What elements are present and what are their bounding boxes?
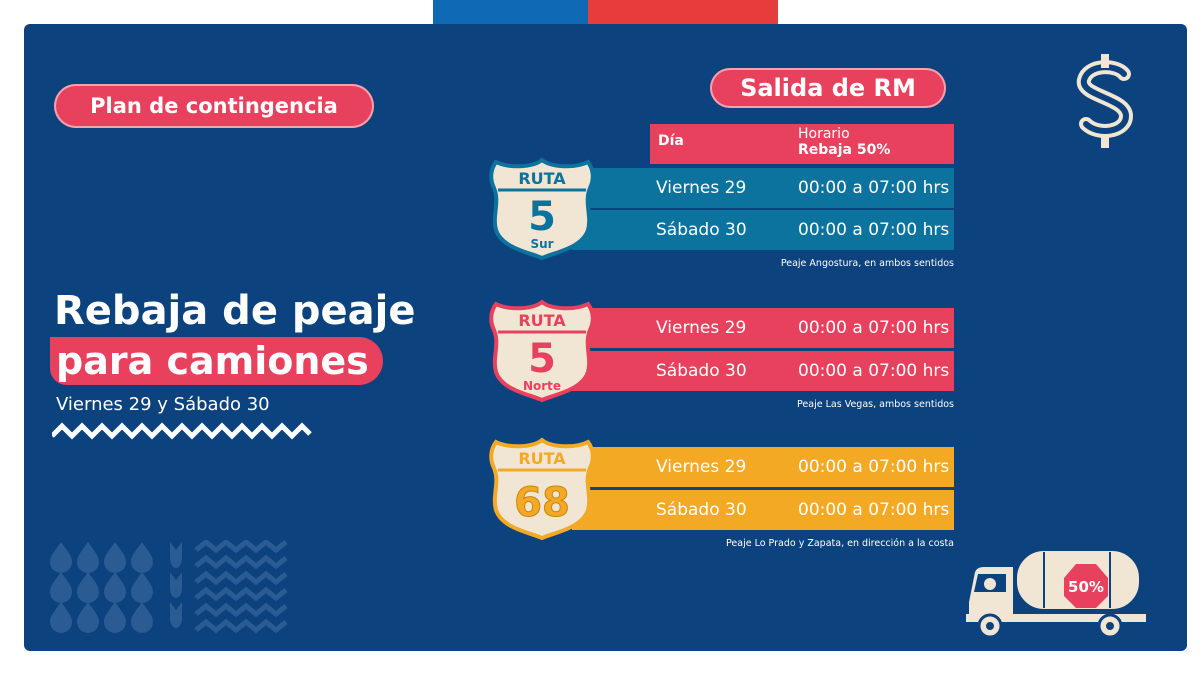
column-hours-title: Horario	[798, 126, 850, 142]
route-5-sur-row-2: Sábado 30 00:00 a 07:00 hrs	[572, 210, 954, 250]
zigzag-divider	[52, 422, 312, 440]
row-time: 00:00 a 07:00 hrs	[798, 457, 950, 477]
schedule-table-header: Día Horario Rebaja 50%	[650, 124, 954, 164]
shield-top-text: RUTA	[518, 311, 566, 330]
dollar-sign-icon	[1077, 54, 1134, 148]
shield-number: 5	[528, 336, 556, 382]
decorative-pattern	[50, 540, 288, 634]
row-day: Viernes 29	[656, 178, 747, 198]
route-5-norte-row-1: Viernes 29 00:00 a 07:00 hrs	[572, 308, 954, 348]
flag-stripe-red	[588, 0, 778, 24]
route-5-sur-row-1: Viernes 29 00:00 a 07:00 hrs	[572, 168, 954, 208]
tanker-truck-icon: 50%	[966, 549, 1146, 638]
route-5-sur-shield: RUTA 5 Sur	[489, 157, 595, 261]
headline-line2: para camiones	[50, 337, 383, 385]
row-time: 00:00 a 07:00 hrs	[798, 318, 950, 338]
column-day-label: Día	[658, 133, 684, 149]
route-68-row-2: Sábado 30 00:00 a 07:00 hrs	[572, 490, 954, 530]
route-68-row-1: Viernes 29 00:00 a 07:00 hrs	[572, 447, 954, 487]
headline-line1: Rebaja de peaje	[54, 288, 416, 334]
row-time: 00:00 a 07:00 hrs	[798, 500, 950, 520]
shield-bottom-text: Sur	[530, 237, 553, 251]
row-day: Sábado 30	[656, 500, 747, 520]
row-day: Viernes 29	[656, 457, 747, 477]
salida-rm-badge: Salida de RM	[710, 68, 946, 108]
route-68-note: Peaje Lo Prado y Zapata, en dirección a …	[726, 538, 954, 549]
route-68-shield: RUTA 68	[489, 437, 595, 541]
shield-number: 68	[514, 480, 570, 526]
plan-contingencia-badge: Plan de contingencia	[54, 84, 374, 128]
infographic-board: Plan de contingencia Salida de RM Rebaja…	[24, 24, 1187, 651]
route-5-sur-note: Peaje Angostura, en ambos sentidos	[780, 258, 954, 269]
truck-discount-badge: 50%	[1068, 578, 1104, 596]
flag-stripe-blue	[433, 0, 588, 24]
shield-top-text: RUTA	[518, 169, 566, 188]
route-5-norte-note: Peaje Las Vegas, ambos sentidos	[797, 399, 954, 410]
column-hours-discount: Rebaja 50%	[798, 142, 891, 158]
row-day: Sábado 30	[656, 361, 747, 381]
shield-top-text: RUTA	[518, 449, 566, 468]
shield-number: 5	[528, 194, 556, 240]
row-day: Viernes 29	[656, 318, 747, 338]
row-time: 00:00 a 07:00 hrs	[798, 178, 950, 198]
route-5-norte-row-2: Sábado 30 00:00 a 07:00 hrs	[572, 351, 954, 391]
column-hours-label: Horario Rebaja 50%	[798, 126, 890, 158]
shield-bottom-text: Norte	[523, 379, 561, 393]
row-time: 00:00 a 07:00 hrs	[798, 361, 950, 381]
row-day: Sábado 30	[656, 220, 747, 240]
row-time: 00:00 a 07:00 hrs	[798, 220, 950, 240]
headline-dates: Viernes 29 y Sábado 30	[56, 394, 270, 415]
route-5-norte-shield: RUTA 5 Norte	[489, 299, 595, 403]
